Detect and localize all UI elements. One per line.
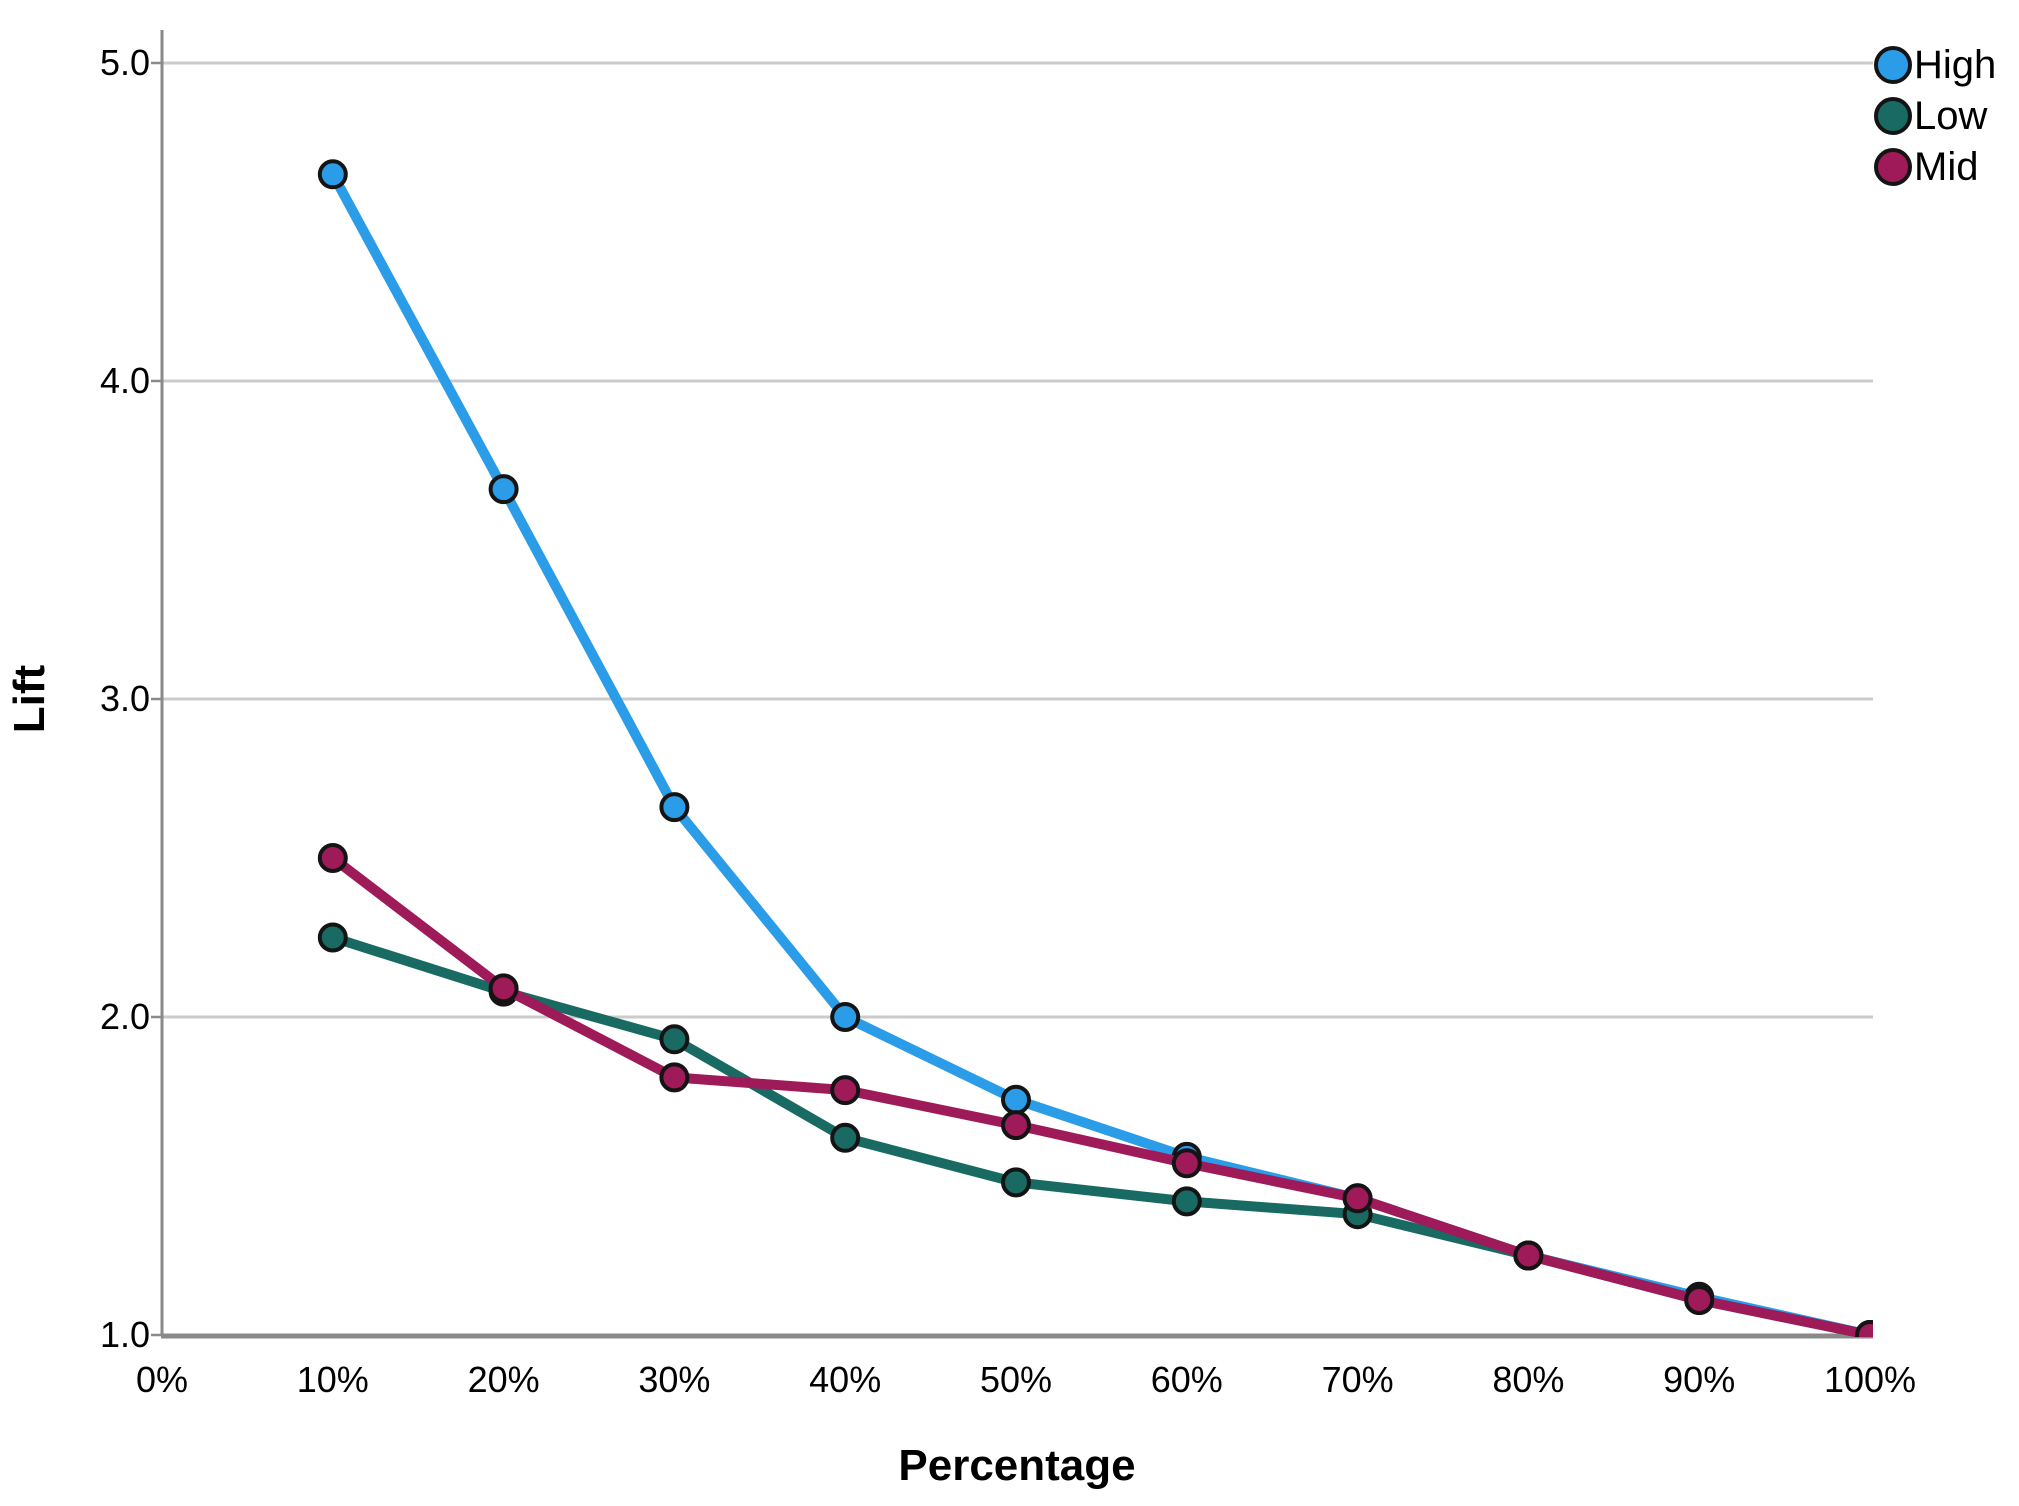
x-tick-label: 100% [1824, 1359, 1916, 1400]
legend-item-high: High [1874, 43, 1996, 87]
x-tick-label: 90% [1663, 1359, 1735, 1400]
legend-swatch-low-icon [1874, 97, 1912, 135]
high-marker-40pct [830, 1002, 861, 1032]
legend-label-high: High [1914, 43, 1997, 87]
high-marker-30pct [659, 792, 690, 823]
low-marker-10pct [317, 922, 348, 953]
x-axis-title: Percentage [898, 1441, 1136, 1490]
high-marker-50pct [1001, 1084, 1031, 1115]
legend-swatch-high-icon [1874, 46, 1912, 84]
high-marker-10pct [317, 159, 348, 190]
y-tick-label: 1.0 [100, 1314, 150, 1355]
legend-swatch-mid-icon [1874, 148, 1912, 186]
y-tick-label: 2.0 [100, 996, 150, 1037]
mid-series-line [327, 853, 1873, 1337]
low-series-line [327, 932, 1873, 1337]
mid-marker-70pct [1342, 1183, 1373, 1214]
high-marker-20pct [488, 474, 519, 505]
mid-marker-50pct [1001, 1110, 1031, 1141]
y-tick-label: 3.0 [100, 678, 150, 719]
legend-label-low: Low [1914, 94, 1988, 138]
low-marker-30pct [659, 1024, 690, 1055]
low-marker-50pct [1001, 1167, 1031, 1198]
legend-label-mid: Mid [1914, 145, 1979, 189]
mid-marker-20pct [488, 973, 519, 1004]
x-tick-label: 0% [136, 1359, 188, 1400]
x-tick-label: 10% [297, 1359, 369, 1400]
low-marker-60pct [1171, 1186, 1202, 1217]
mid-marker-30pct [659, 1062, 690, 1093]
mid-marker-10pct [317, 843, 348, 873]
mid-marker-80pct [1513, 1240, 1544, 1271]
x-tick-label: 20% [468, 1359, 540, 1400]
mid-marker-60pct [1171, 1148, 1202, 1179]
x-tick-label: 30% [638, 1359, 710, 1400]
mid-marker-100pct [1855, 1320, 1873, 1337]
x-tick-label: 60% [1151, 1359, 1223, 1400]
y-tick-label: 5.0 [100, 42, 150, 83]
y-tick-label: 4.0 [100, 360, 150, 401]
low-marker-40pct [830, 1122, 861, 1153]
legend-item-low: Low [1874, 94, 1987, 138]
legend-item-mid: Mid [1874, 145, 1978, 189]
high-series-line [327, 169, 1873, 1337]
mid-marker-90pct [1684, 1285, 1715, 1315]
x-tick-label: 70% [1322, 1359, 1394, 1400]
x-tick-label: 50% [980, 1359, 1052, 1400]
mid-marker-40pct [830, 1075, 861, 1106]
y-axis-title: Lift [5, 664, 54, 734]
x-tick-label: 80% [1492, 1359, 1564, 1400]
x-tick-label: 40% [809, 1359, 881, 1400]
series-group [317, 159, 1873, 1337]
